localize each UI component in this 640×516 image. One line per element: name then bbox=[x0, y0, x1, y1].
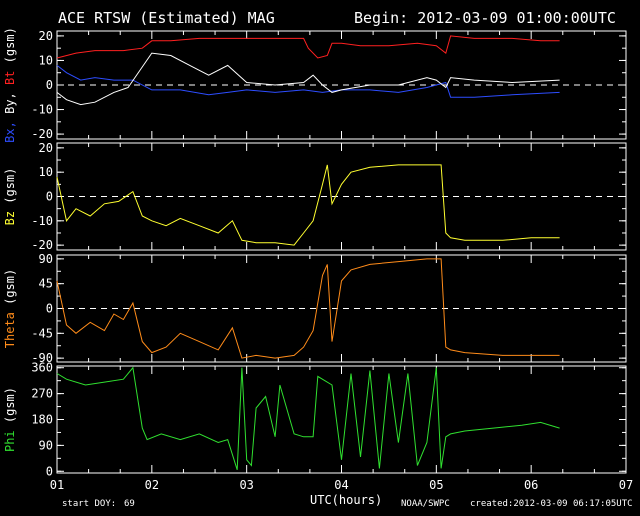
phi-ytick-label: 0 bbox=[46, 464, 53, 478]
mag-series-line-2 bbox=[56, 52, 560, 106]
bz-ytick-label: 10 bbox=[39, 165, 53, 179]
phi-ylabel-part: Phi bbox=[3, 430, 17, 452]
theta-ytick-label: 90 bbox=[39, 252, 53, 266]
bz-ytick-label: -10 bbox=[31, 214, 53, 228]
bz-ytick-label: 0 bbox=[46, 190, 53, 204]
phi-ytick-label: 270 bbox=[31, 387, 53, 401]
bz-ylabel-part: Bz bbox=[3, 211, 17, 225]
mag-ylabel-part: Bt bbox=[3, 71, 17, 93]
x-tick-label: 01 bbox=[50, 478, 64, 492]
mag-ylabel-part: By, bbox=[3, 92, 17, 121]
theta-ylabel: Theta (gsm) bbox=[3, 269, 17, 348]
mag-ytick-label: 0 bbox=[46, 78, 53, 92]
mag-ylabel: Bx, By, Bt (gsm) bbox=[3, 27, 17, 143]
theta-ylabel-part: (gsm) bbox=[3, 269, 17, 312]
credit-label: NOAA/SWPC bbox=[401, 499, 450, 509]
theta-panel-frame bbox=[56, 254, 627, 363]
x-tick-label: 03 bbox=[239, 478, 253, 492]
bz-ylabel-part: (gsm) bbox=[3, 168, 17, 211]
start-doy-label: start DOY: bbox=[62, 499, 116, 509]
created-timestamp: created:2012-03-09 06:17:05UTC bbox=[470, 499, 633, 509]
theta-ytick-label: -45 bbox=[31, 326, 53, 340]
theta-ylabel-part: Theta bbox=[3, 312, 17, 348]
phi-ytick-label: 90 bbox=[39, 438, 53, 452]
bz-panel-frame bbox=[56, 142, 627, 251]
mag-ylabel-part: (gsm) bbox=[3, 27, 17, 70]
mag-ylabel-part: Bx, bbox=[3, 121, 17, 143]
chart-title: ACE RTSW (Estimated) MAG bbox=[58, 9, 275, 27]
x-axis-label: UTC(hours) bbox=[310, 493, 382, 507]
theta-ytick-label: -90 bbox=[31, 351, 53, 365]
phi-ylabel-part: (gsm) bbox=[3, 387, 17, 430]
mag-ytick-label: -10 bbox=[31, 103, 53, 117]
bz-ylabel: Bz (gsm) bbox=[3, 168, 17, 226]
x-tick-label: 04 bbox=[334, 478, 348, 492]
x-tick-label: 02 bbox=[145, 478, 159, 492]
bz-ytick-label: 20 bbox=[39, 141, 53, 155]
mag-ytick-label: 20 bbox=[39, 29, 53, 43]
phi-ytick-label: 360 bbox=[31, 361, 53, 375]
theta-ytick-label: 0 bbox=[46, 302, 53, 316]
mag-series-line-0 bbox=[56, 35, 560, 59]
phi-ytick-label: 180 bbox=[31, 413, 53, 427]
bz-series-line-0 bbox=[56, 164, 560, 246]
begin-time: Begin: 2012-03-09 01:00:00UTC bbox=[354, 9, 616, 27]
phi-ylabel: Phi (gsm) bbox=[3, 387, 17, 452]
phi-series-line-0 bbox=[56, 366, 560, 470]
x-tick-label: 06 bbox=[524, 478, 538, 492]
x-tick-label: 07 bbox=[619, 478, 633, 492]
theta-series-line-0 bbox=[56, 258, 560, 359]
start-doy-value: 69 bbox=[124, 499, 135, 509]
mag-ytick-label: 10 bbox=[39, 53, 53, 67]
x-tick-label: 05 bbox=[429, 478, 443, 492]
mag-ytick-label: -20 bbox=[31, 127, 53, 141]
theta-ytick-label: 45 bbox=[39, 277, 53, 291]
bz-ytick-label: -20 bbox=[31, 238, 53, 252]
